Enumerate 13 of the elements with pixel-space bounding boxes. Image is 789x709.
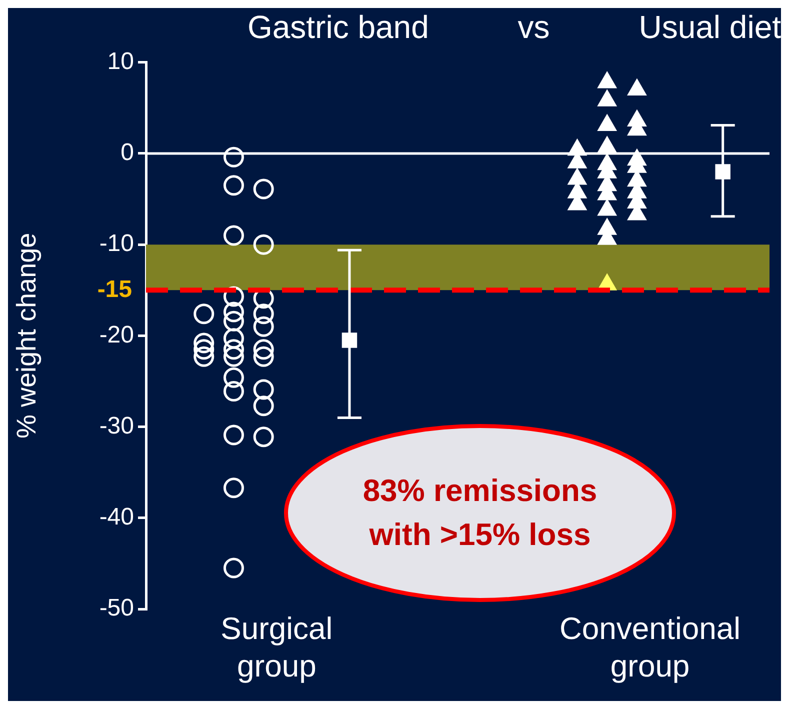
y-tick-label: -20: [99, 321, 134, 348]
x-tick-label: Surgical group: [220, 611, 333, 684]
y-tick-label: -50: [99, 594, 134, 622]
y-axis-title: % weight change: [12, 232, 42, 439]
y-tick-label: -40: [99, 504, 134, 531]
y-tick-label: -10: [99, 230, 134, 258]
ref-line-label: -15: [97, 276, 132, 303]
y-tick-label: 10: [107, 48, 134, 76]
y-tick-label: -30: [99, 412, 134, 440]
chart-title: Gastric band vs Usual diet: [247, 9, 782, 46]
x-tick-label: Conventional group: [560, 611, 741, 684]
callout-ellipse: 83% remissions with >15% loss: [284, 424, 676, 602]
y-tick-label: 0: [120, 139, 134, 166]
